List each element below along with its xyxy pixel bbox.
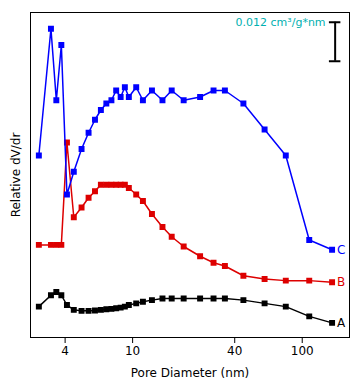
svg-text:B: B — [337, 275, 345, 289]
svg-text:4: 4 — [61, 344, 69, 358]
svg-text:40: 40 — [227, 344, 242, 358]
svg-text:Relative dV/dr: Relative dV/dr — [9, 133, 23, 218]
svg-text:10: 10 — [125, 344, 140, 358]
svg-text:Pore Diameter (nm): Pore Diameter (nm) — [131, 366, 250, 379]
svg-text:C: C — [337, 243, 345, 257]
svg-text:0.012 cm³/g*nm: 0.012 cm³/g*nm — [236, 16, 326, 29]
svg-text:A: A — [337, 316, 346, 330]
svg-text:100: 100 — [291, 344, 314, 358]
